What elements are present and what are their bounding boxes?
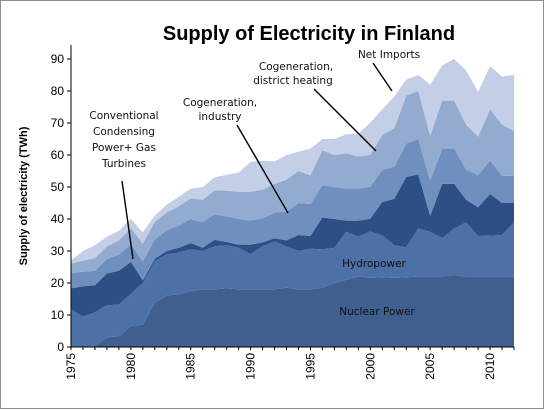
annotation-net-imports: Net Imports bbox=[358, 49, 420, 61]
y-tick-label: 20 bbox=[51, 276, 65, 290]
area-industry bbox=[71, 139, 514, 289]
annotation-industry-line-2: industry bbox=[198, 111, 241, 123]
annotation-conventional-line-3: Power+ Gas bbox=[92, 142, 156, 154]
annotation-conventional-line-4: Turbines bbox=[101, 158, 146, 170]
x-tick-label: 1985 bbox=[184, 353, 198, 380]
y-tick-label: 50 bbox=[51, 180, 65, 194]
area-conventional bbox=[71, 174, 514, 317]
area-nuclear bbox=[71, 275, 514, 347]
tick-labels: 0 10 20 30 40 50 60 70 80 90 1975 1980 1985 1990 1995 2… bbox=[51, 52, 497, 380]
area-hydro bbox=[71, 222, 514, 347]
area-layers bbox=[71, 59, 514, 347]
annotation-industry-line-1: Cogeneration, bbox=[183, 97, 257, 109]
x-tick-label: 1980 bbox=[124, 353, 138, 380]
area-district bbox=[71, 91, 514, 274]
y-tick-label: 70 bbox=[51, 116, 65, 130]
annotation-district-line-1: Cogeneration, bbox=[259, 61, 333, 73]
chart-title: Supply of Electricity in Finland bbox=[163, 23, 455, 45]
x-tick-label: 2005 bbox=[423, 353, 437, 380]
y-tick-label: 10 bbox=[51, 308, 65, 322]
y-tick-label: 60 bbox=[51, 148, 65, 162]
axes bbox=[67, 45, 515, 350]
annotation-district-line-2: district heating bbox=[253, 75, 333, 87]
annotation-conventional-line-2: Condensing bbox=[93, 126, 155, 138]
area-imports bbox=[71, 59, 514, 264]
annotation-hydropower: Hydropower bbox=[342, 258, 406, 270]
annotation-nuclear: Nuclear Power bbox=[339, 306, 415, 318]
y-axis-label: Supply of electricity (TWh) bbox=[18, 126, 30, 265]
annotation-conventional-line-1: Conventional bbox=[89, 110, 158, 122]
y-tick-label: 40 bbox=[51, 212, 65, 226]
x-tick-label: 2000 bbox=[363, 353, 377, 380]
x-tick-label: 2010 bbox=[483, 353, 497, 380]
x-tick-label: 1975 bbox=[64, 353, 78, 380]
leader-net-imports bbox=[372, 62, 393, 92]
y-tick-label: 80 bbox=[51, 84, 65, 98]
leader-industry bbox=[236, 124, 289, 214]
y-tick-label: 30 bbox=[51, 244, 65, 258]
leader-conventional bbox=[121, 180, 134, 260]
x-tick-label: 1995 bbox=[303, 353, 317, 380]
y-tick-label: 0 bbox=[57, 340, 64, 354]
leader-district bbox=[313, 88, 377, 152]
annotation-leaders bbox=[121, 62, 393, 260]
x-tick-label: 1990 bbox=[244, 353, 258, 380]
y-tick-label: 90 bbox=[51, 52, 65, 66]
